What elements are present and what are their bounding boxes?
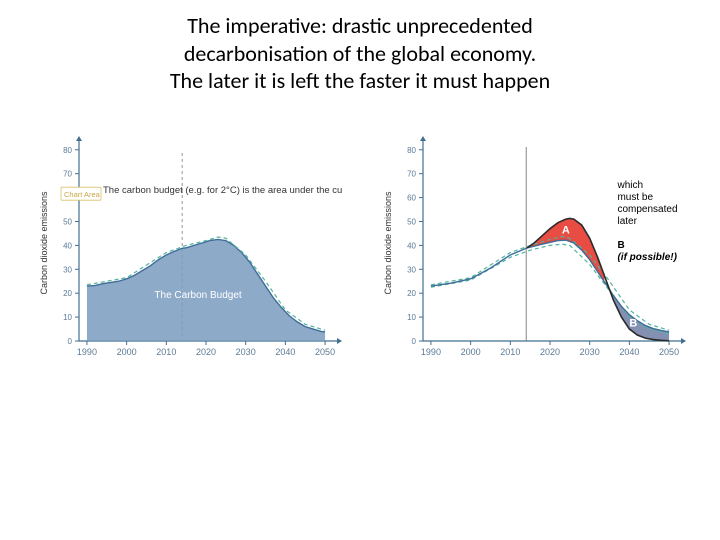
svg-text:70: 70	[63, 169, 72, 178]
chart-left: 0102030405060708019902000201020202030204…	[33, 135, 343, 370]
svg-text:2020: 2020	[540, 347, 560, 357]
svg-text:40: 40	[63, 241, 72, 250]
svg-text:later: later	[617, 216, 637, 227]
svg-text:The carbon budget (e.g. for 2°: The carbon budget (e.g. for 2°C) is the …	[103, 184, 343, 195]
svg-text:2050: 2050	[659, 347, 679, 357]
svg-text:40: 40	[407, 241, 416, 250]
svg-text:Chart Area: Chart Area	[64, 190, 101, 199]
svg-text:which: which	[616, 180, 643, 191]
svg-text:2010: 2010	[157, 347, 177, 357]
svg-text:2000: 2000	[460, 347, 480, 357]
svg-text:20: 20	[63, 289, 72, 298]
title-line3: The later it is left the faster it must …	[170, 67, 550, 94]
svg-text:2030: 2030	[579, 347, 599, 357]
svg-text:2050: 2050	[315, 347, 335, 357]
svg-text:2040: 2040	[619, 347, 639, 357]
svg-text:10: 10	[63, 313, 72, 322]
svg-text:The Carbon Budget: The Carbon Budget	[155, 289, 243, 300]
svg-text:2010: 2010	[500, 347, 520, 357]
svg-text:80: 80	[63, 145, 72, 154]
svg-text:0: 0	[68, 337, 73, 346]
svg-text:2020: 2020	[196, 347, 216, 357]
chart-right: 0102030405060708019902000201020202030204…	[377, 135, 687, 370]
chart-right-svg: 0102030405060708019902000201020202030204…	[377, 135, 687, 365]
svg-text:0: 0	[411, 337, 416, 346]
svg-text:20: 20	[407, 289, 416, 298]
svg-text:B: B	[617, 240, 624, 251]
svg-text:30: 30	[63, 265, 72, 274]
svg-text:60: 60	[407, 193, 416, 202]
title-line2: decarbonisation of the global economy.	[184, 40, 536, 67]
svg-text:10: 10	[407, 313, 416, 322]
svg-text:2030: 2030	[236, 347, 256, 357]
svg-text:must be: must be	[617, 192, 653, 203]
svg-text:50: 50	[407, 217, 416, 226]
svg-text:30: 30	[407, 265, 416, 274]
svg-text:(if possible!): (if possible!)	[617, 252, 677, 263]
svg-text:70: 70	[407, 169, 416, 178]
svg-text:Carbon dioxide emissions: Carbon dioxide emissions	[39, 190, 49, 294]
svg-text:80: 80	[407, 145, 416, 154]
svg-text:50: 50	[63, 217, 72, 226]
chart-left-svg: 0102030405060708019902000201020202030204…	[33, 135, 343, 365]
svg-text:2040: 2040	[276, 347, 296, 357]
svg-text:A: A	[562, 224, 570, 236]
page-title: The imperative: drastic unprecedented de…	[0, 0, 720, 95]
svg-text:1990: 1990	[421, 347, 441, 357]
svg-text:compensated: compensated	[617, 204, 677, 215]
svg-text:2000: 2000	[117, 347, 137, 357]
charts-row: 0102030405060708019902000201020202030204…	[0, 135, 720, 370]
svg-text:B: B	[629, 317, 637, 329]
svg-text:Carbon dioxide emissions: Carbon dioxide emissions	[383, 190, 393, 294]
svg-text:1990: 1990	[77, 347, 97, 357]
title-line1: The imperative: drastic unprecedented	[187, 12, 533, 39]
